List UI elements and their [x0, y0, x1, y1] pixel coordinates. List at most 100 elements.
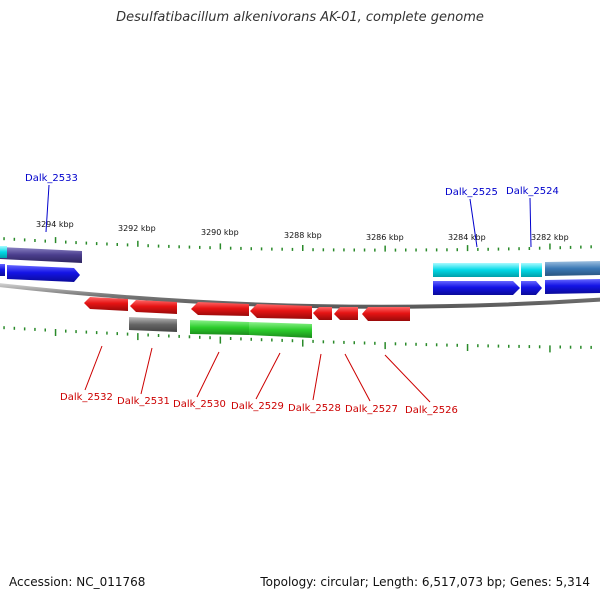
- gene-label-2524[interactable]: Dalk_2524: [506, 186, 559, 197]
- gene-label-2528[interactable]: Dalk_2528: [288, 403, 341, 414]
- upper-tick-33: [343, 248, 345, 252]
- kbp-label-3284: 3284 kbp: [448, 233, 486, 242]
- gene-feature-2527[interactable]: [334, 307, 358, 320]
- lower-tick-47: [487, 344, 489, 348]
- lower-tick-14: [147, 333, 149, 337]
- lower-tick-17: [178, 334, 180, 338]
- upper-tick-57: [590, 245, 592, 249]
- upper-tick-34: [353, 248, 355, 252]
- gene-feature-right-steel[interactable]: [545, 261, 600, 276]
- upper-tick-36: [374, 248, 376, 252]
- leader-line-2524: [529, 197, 532, 248]
- gene-feature-2531-gray[interactable]: [129, 317, 177, 332]
- gene-label-2530[interactable]: Dalk_2530: [173, 399, 226, 410]
- lower-tick-10: [106, 331, 108, 335]
- leader-line-2532: [84, 345, 103, 391]
- lower-tick-12: [126, 332, 129, 336]
- upper-tick-25: [260, 247, 263, 251]
- upper-tick-39: [405, 248, 407, 252]
- gene-feature-2530-green[interactable]: [190, 320, 249, 335]
- gene-feature-2525-blue[interactable]: [433, 281, 520, 295]
- upper-tick-31: [322, 248, 325, 252]
- upper-tick-50: [518, 247, 520, 251]
- genome-backbone: [0, 283, 600, 309]
- lower-tick-55: [569, 345, 572, 349]
- upper-tick-5: [54, 237, 57, 244]
- upper-tick-45: [466, 245, 469, 252]
- upper-tick-14: [147, 244, 149, 248]
- gene-feature-2529-green[interactable]: [249, 322, 312, 338]
- leader-line-2527: [344, 353, 371, 402]
- lower-tick-36: [374, 341, 376, 345]
- gene-label-2526[interactable]: Dalk_2526: [405, 405, 458, 416]
- topology-text: Topology: circular; Length: 6,517,073 bp…: [260, 575, 590, 589]
- lower-tick-18: [188, 335, 191, 339]
- gene-feature-2529[interactable]: [250, 304, 312, 319]
- gene-label-2527[interactable]: Dalk_2527: [345, 404, 398, 415]
- lower-tick-5: [54, 329, 57, 336]
- gene-feature-2532[interactable]: [84, 297, 128, 311]
- gene-feature-2531[interactable]: [130, 300, 177, 314]
- upper-tick-0: [3, 237, 5, 241]
- upper-tick-19: [199, 245, 201, 249]
- leader-line-2526: [384, 354, 431, 403]
- upper-tick-6: [65, 240, 67, 244]
- lower-tick-26: [271, 338, 273, 342]
- gene-feature-2526[interactable]: [362, 307, 410, 321]
- gene-feature-partial-blue-left[interactable]: [0, 264, 5, 276]
- gene-feature-2533-purple[interactable]: [0, 247, 82, 263]
- lower-tick-24: [250, 337, 252, 341]
- lower-tick-11: [116, 332, 118, 336]
- lower-tick-46: [477, 344, 479, 348]
- gene-label-2532[interactable]: Dalk_2532: [60, 392, 113, 403]
- kbp-label-3290: 3290 kbp: [201, 228, 239, 237]
- gene-label-2533[interactable]: Dalk_2533: [25, 173, 78, 184]
- lower-tick-33: [343, 340, 345, 344]
- kbp-label-3292: 3292 kbp: [118, 224, 156, 233]
- gene-feature-2528[interactable]: [313, 307, 332, 320]
- gene-feature-right-blue[interactable]: [545, 279, 600, 294]
- upper-tick-13: [137, 240, 139, 247]
- lower-tick-25: [260, 338, 263, 342]
- gene-feature-2524-blue[interactable]: [521, 281, 542, 295]
- kbp-label-3294: 3294 kbp: [36, 220, 74, 229]
- upper-tick-52: [538, 246, 541, 250]
- lower-tick-19: [199, 335, 201, 339]
- lower-tick-41: [425, 343, 428, 347]
- accession-text: Accession: NC_011768: [9, 575, 146, 589]
- lower-tick-49: [508, 344, 510, 348]
- gene-feature-2525-cyan[interactable]: [433, 263, 519, 277]
- leader-line-2530: [196, 351, 220, 398]
- gene-label-2531[interactable]: Dalk_2531: [117, 396, 170, 407]
- lower-tick-32: [332, 340, 335, 344]
- reverse-strand-features: [84, 297, 410, 338]
- gene-feature-2524-cyan[interactable]: [521, 263, 542, 277]
- gene-label-2529[interactable]: Dalk_2529: [231, 401, 284, 412]
- leader-line-2528: [312, 353, 322, 401]
- lower-tick-37: [384, 342, 386, 350]
- upper-tick-20: [209, 246, 211, 250]
- upper-tick-54: [559, 246, 561, 250]
- forward-strand-features: [0, 246, 600, 295]
- lower-tick-57: [590, 345, 592, 349]
- kbp-label-3288: 3288 kbp: [284, 231, 322, 240]
- upper-tick-24: [250, 247, 252, 251]
- lower-tick-22: [229, 337, 232, 340]
- gene-label-2525[interactable]: Dalk_2525: [445, 187, 498, 198]
- lower-tick-15: [157, 334, 160, 337]
- upper-tick-47: [487, 247, 489, 251]
- gene-feature-2533-blue[interactable]: [7, 265, 80, 282]
- upper-tick-16: [168, 244, 170, 248]
- gene-feature-2530[interactable]: [191, 302, 249, 316]
- leader-line-2533: [45, 184, 50, 233]
- lower-tick-13: [137, 333, 139, 341]
- gene-feature-partial-cyan-left[interactable]: [0, 246, 7, 258]
- lower-tick-8: [85, 330, 88, 334]
- upper-tick-46: [477, 247, 479, 251]
- upper-tick-12: [126, 243, 129, 247]
- lower-tick-40: [415, 342, 417, 346]
- lower-tick-56: [580, 345, 582, 349]
- upper-tick-27: [281, 247, 283, 251]
